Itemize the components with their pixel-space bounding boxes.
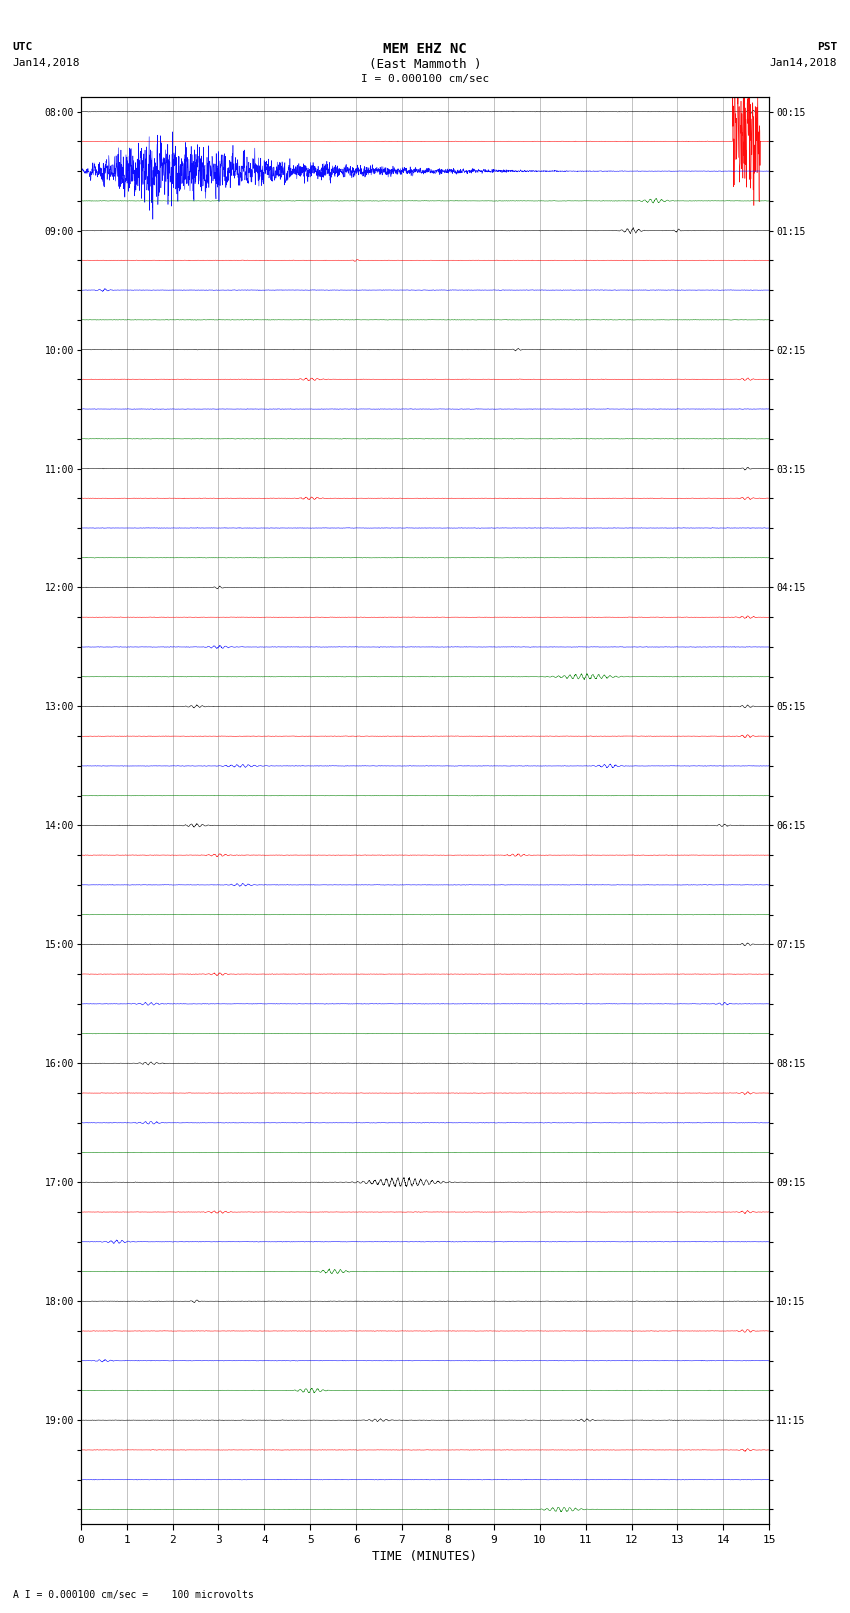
Text: UTC: UTC [13, 42, 33, 52]
X-axis label: TIME (MINUTES): TIME (MINUTES) [372, 1550, 478, 1563]
Text: (East Mammoth ): (East Mammoth ) [369, 58, 481, 71]
Text: Jan14,2018: Jan14,2018 [770, 58, 837, 68]
Text: MEM EHZ NC: MEM EHZ NC [383, 42, 467, 56]
Text: Jan14,2018: Jan14,2018 [13, 58, 80, 68]
Text: A I = 0.000100 cm/sec =    100 microvolts: A I = 0.000100 cm/sec = 100 microvolts [13, 1590, 253, 1600]
Text: I = 0.000100 cm/sec: I = 0.000100 cm/sec [361, 74, 489, 84]
Text: PST: PST [817, 42, 837, 52]
